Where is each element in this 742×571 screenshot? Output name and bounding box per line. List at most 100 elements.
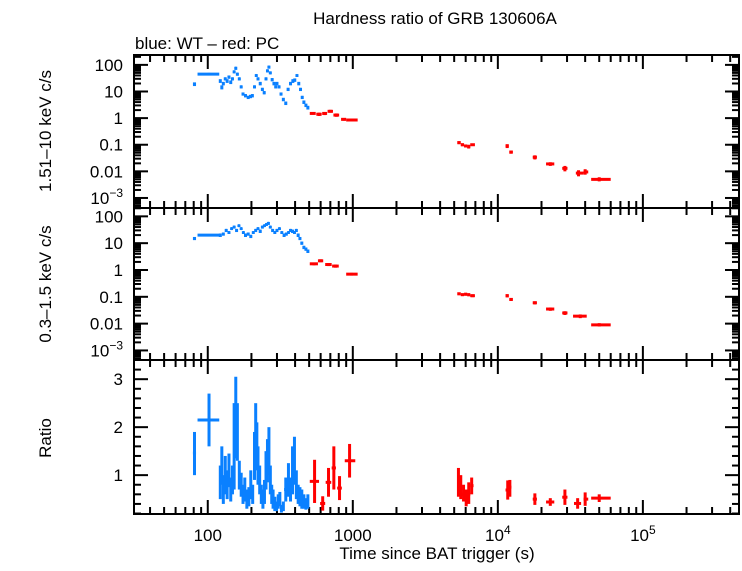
- pc-data-point: [333, 113, 340, 117]
- wt-data-point: [281, 97, 285, 102]
- wt-data-point: [277, 85, 281, 89]
- pc-data-point: [583, 492, 589, 506]
- y-tick-label: 2: [114, 418, 123, 437]
- wt-data-point: [284, 101, 288, 106]
- pc-data-point: [327, 109, 333, 113]
- wt-data-point: [258, 229, 262, 233]
- wt-data-point: [221, 81, 225, 86]
- pc-data-point: [460, 293, 465, 297]
- pc-data-point: [573, 498, 582, 509]
- pc-data-point: [344, 443, 356, 478]
- y-tick-label: 100: [95, 207, 123, 226]
- pc-data-point: [562, 311, 568, 315]
- wt-data-point: [268, 71, 272, 75]
- wt-data-point: [304, 103, 308, 108]
- wt-data-point: [230, 227, 234, 231]
- y-tick-label: 10−3: [90, 338, 123, 360]
- pc-data-point: [467, 293, 471, 297]
- y-tick-label: 3: [114, 370, 123, 389]
- pc-data-point: [546, 498, 555, 506]
- wt-data-point: [289, 228, 293, 233]
- pc-data-point: [332, 264, 339, 268]
- wt-data-point: [246, 95, 250, 100]
- pc-data-point: [562, 165, 568, 172]
- wt-data-point: [277, 227, 281, 231]
- wt-data-point: [275, 228, 279, 233]
- pc-data-point: [509, 150, 513, 154]
- wt-data-point: [262, 479, 266, 504]
- pc-data-point: [505, 144, 509, 149]
- wt-data-point: [298, 487, 302, 507]
- wt-data-point: [304, 247, 308, 251]
- wt-data-point: [262, 224, 266, 228]
- y-axis-label-soft: 0.3–1.5 keV c/s: [36, 225, 55, 342]
- wt-data-point: [250, 94, 254, 98]
- wt-data-point: [279, 504, 283, 513]
- wt-data-point: [300, 241, 304, 245]
- pc-data-point: [457, 141, 461, 145]
- pc-data-point: [341, 117, 347, 121]
- pc-data-point: [320, 496, 326, 511]
- wt-data-point: [306, 494, 310, 509]
- pc-data-point: [532, 301, 537, 305]
- wt-data-point: [225, 79, 229, 83]
- wt-data-point: [289, 477, 293, 502]
- wt-data-point: [220, 85, 224, 90]
- y-axis-label-ratio: Ratio: [36, 418, 55, 458]
- y-tick-label: 1: [114, 466, 123, 485]
- wt-data-point: [284, 232, 288, 236]
- wt-data-point: [229, 80, 233, 85]
- wt-data-point: [279, 92, 283, 96]
- wt-data-point: [218, 233, 222, 237]
- y-tick-label: 1: [114, 109, 123, 128]
- wt-data-point: [247, 487, 251, 507]
- wt-data-point: [267, 65, 271, 69]
- wt-data-point: [268, 225, 272, 229]
- pc-series: [309, 109, 611, 182]
- wt-data-point: [245, 489, 249, 509]
- wt-data-point: [262, 91, 266, 95]
- wt-data-point: [282, 233, 286, 237]
- wt-data-point: [281, 501, 285, 512]
- x-axis-label: Time since BAT trigger (s): [339, 544, 534, 563]
- wt-data-point: [294, 470, 298, 500]
- pc-data-point: [456, 467, 460, 497]
- wt-data-point: [243, 477, 247, 502]
- wt-data-point: [227, 231, 231, 235]
- wt-data-point: [291, 229, 295, 233]
- wt-data-point: [239, 227, 243, 231]
- chart-title: Hardness ratio of GRB 130606A: [313, 9, 557, 28]
- x-tick-label: 105: [630, 523, 656, 545]
- wt-data-point: [237, 77, 241, 81]
- wt-data-point: [227, 75, 231, 79]
- pc-data-point: [532, 493, 537, 505]
- pc-data-point: [505, 294, 509, 298]
- wt-data-point: [192, 431, 197, 476]
- x-tick-label: 104: [485, 523, 511, 545]
- wt-data-point: [253, 85, 257, 89]
- pc-data-point: [591, 177, 611, 182]
- pc-data-point: [317, 259, 324, 263]
- wt-data-point: [306, 249, 310, 254]
- wt-data-point: [275, 81, 279, 86]
- pc-data-point: [316, 112, 322, 117]
- pc-data-point: [460, 143, 465, 147]
- wt-series: [192, 376, 310, 513]
- wt-data-point: [239, 85, 243, 89]
- wt-data-point: [232, 225, 236, 229]
- wt-data-point: [256, 77, 260, 81]
- x-tick-label: 1000: [334, 526, 372, 545]
- pc-data-point: [464, 489, 468, 507]
- wt-data-point: [218, 79, 222, 83]
- wt-data-point: [295, 73, 299, 78]
- wt-data-point: [266, 221, 270, 225]
- pc-series: [309, 259, 611, 327]
- pc-data-point: [509, 297, 513, 301]
- wt-data-point: [241, 92, 245, 96]
- wt-data-point: [254, 228, 258, 233]
- wt-data-point: [296, 233, 300, 237]
- wt-data-point: [192, 82, 197, 87]
- wt-data-point: [292, 231, 296, 235]
- wt-data-point: [197, 233, 220, 237]
